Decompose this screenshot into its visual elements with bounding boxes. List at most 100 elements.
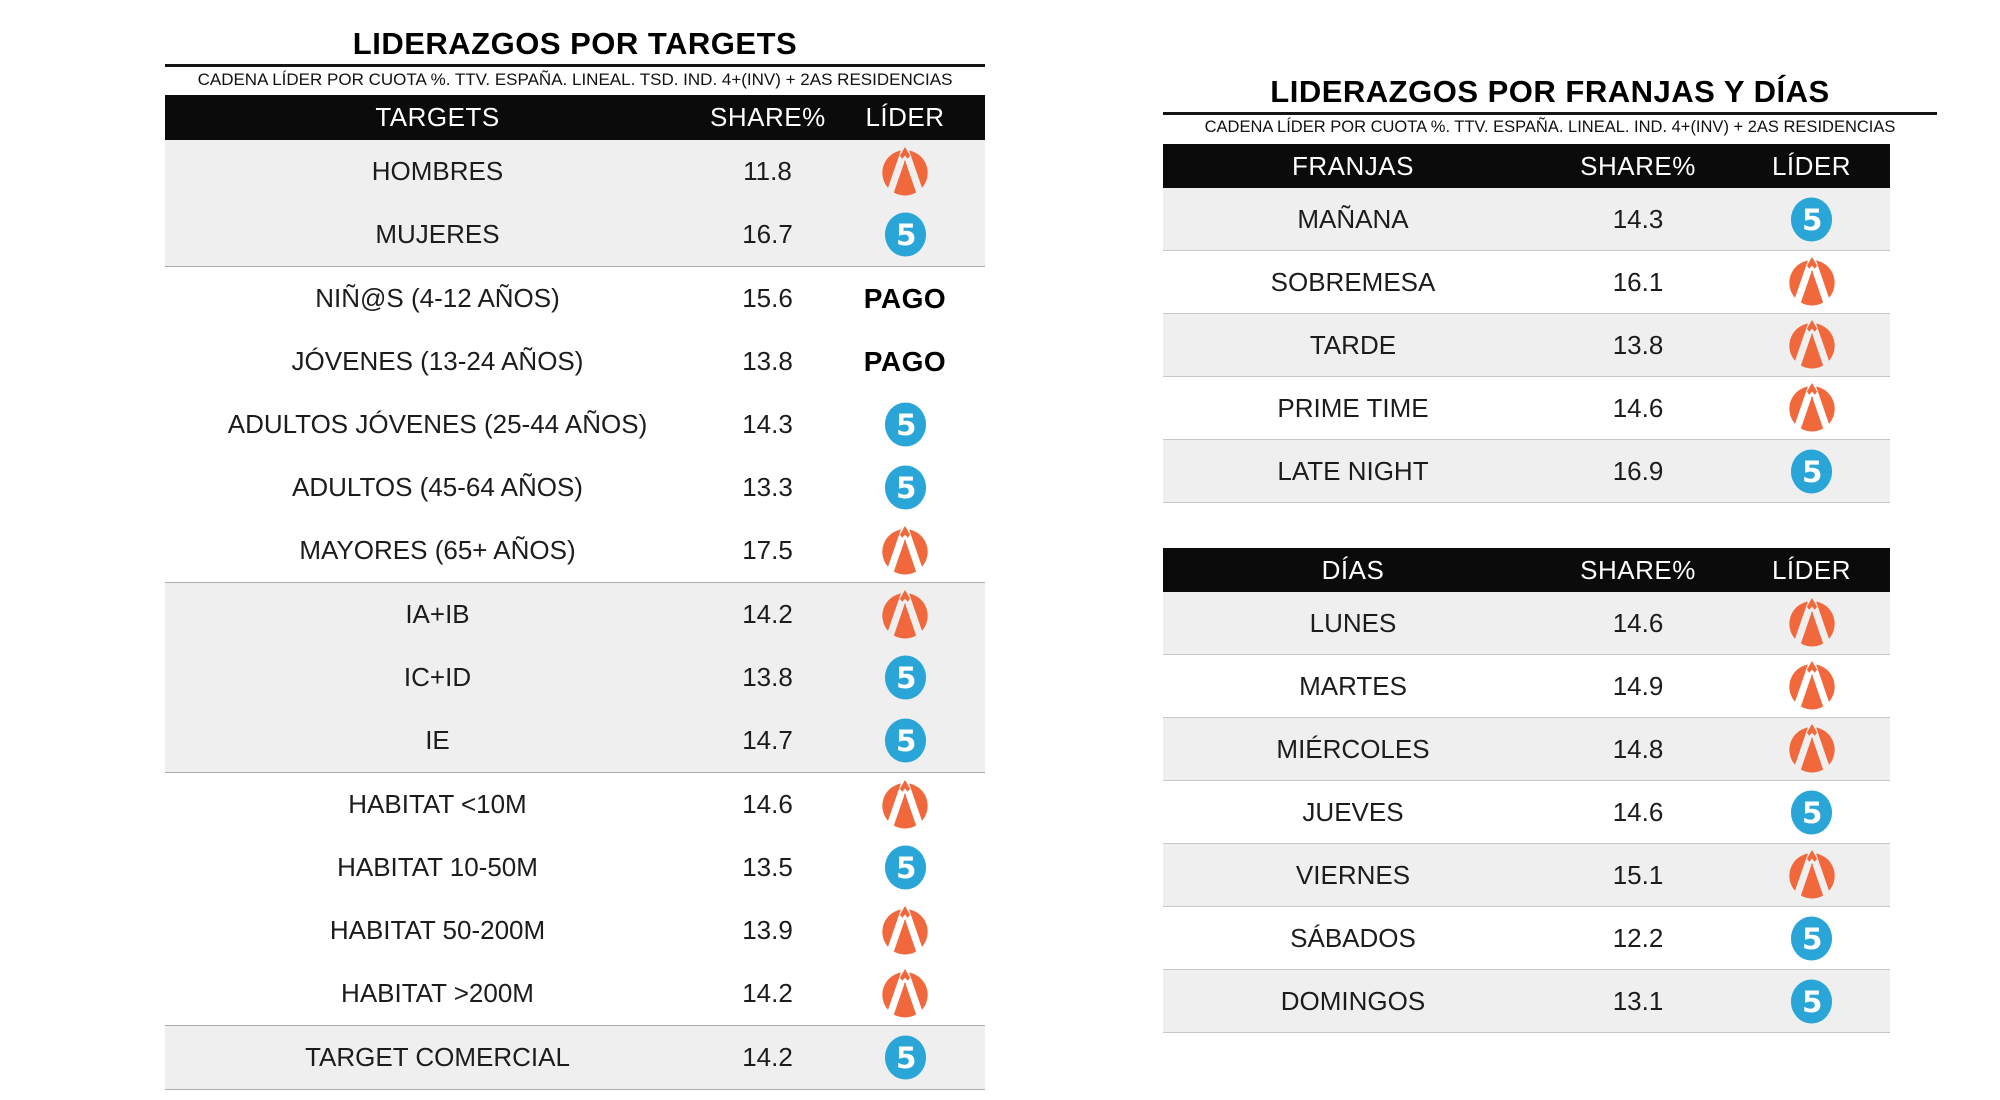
row-label: HABITAT 50-200M	[329, 915, 546, 945]
table-row: JÓVENES (13-24 AÑOS) 13.8 PAGO	[165, 330, 985, 393]
dias-header-row: DÍAS SHARE% LÍDER	[1163, 548, 1890, 592]
antena3-logo-icon	[1788, 320, 1835, 370]
table-row: SÁBADOS 12.2 5	[1163, 907, 1890, 970]
row-leader: 5	[825, 401, 985, 448]
table-row: MAÑANA 14.3 5	[1163, 188, 1890, 251]
row-share: 14.2	[742, 978, 793, 1008]
col-header-franjas: FRANJAS	[1292, 150, 1414, 181]
col-header-leader: LÍDER	[1771, 150, 1852, 181]
svg-text:5: 5	[1802, 795, 1822, 829]
row-share: 11.8	[743, 156, 792, 186]
pago-badge: PAGO	[863, 282, 947, 314]
title-underline	[165, 64, 985, 67]
row-leader: 5	[825, 717, 985, 764]
row-leader	[1733, 598, 1890, 648]
row-label: MAÑANA	[1297, 203, 1409, 234]
table-row: IC+ID 13.8 5	[165, 646, 985, 709]
targets-panel: LIDERAZGOS POR TARGETS CADENA LÍDER POR …	[165, 26, 985, 1090]
row-share: 14.6	[1612, 392, 1664, 423]
row-label: MIÉRCOLES	[1276, 733, 1430, 764]
row-share: 16.1	[1612, 266, 1664, 297]
row-leader	[1733, 257, 1890, 307]
targets-table: TARGETS SHARE% LÍDER HOMBRES 11.8 MUJERES…	[165, 95, 985, 1090]
row-label: DOMINGOS	[1280, 985, 1426, 1016]
row-share: 13.3	[742, 472, 793, 502]
col-header-leader: LÍDER	[865, 102, 945, 132]
row-label: TARDE	[1309, 329, 1397, 360]
row-label: JUEVES	[1302, 796, 1404, 827]
row-leader	[1733, 661, 1890, 711]
row-share: 14.7	[742, 725, 793, 755]
telecinco-logo-icon: 5	[884, 655, 926, 700]
telecinco-logo-icon: 5	[1790, 196, 1833, 242]
row-label: HABITAT <10M	[348, 789, 527, 819]
col-header-dias: DÍAS	[1321, 554, 1385, 585]
row-share: 15.1	[1612, 859, 1664, 890]
telecinco-logo-icon: 5	[884, 845, 926, 890]
antena3-logo-icon	[882, 968, 928, 1019]
row-leader: 5	[1733, 978, 1890, 1025]
antena3-logo-icon	[1788, 850, 1835, 900]
row-label: TARGET COMERCIAL	[305, 1042, 570, 1072]
row-label: VIERNES	[1295, 859, 1411, 890]
row-share: 13.5	[742, 852, 793, 882]
row-label: IE	[425, 725, 450, 755]
antena3-logo-icon	[1788, 661, 1835, 711]
row-share: 13.8	[742, 662, 793, 692]
svg-text:5: 5	[1802, 984, 1822, 1018]
table-row: HABITAT >200M 14.2	[165, 962, 985, 1026]
antena3-logo-icon	[882, 525, 928, 576]
targets-subtitle: CADENA LÍDER POR CUOTA %. TTV. ESPAÑA. L…	[197, 70, 953, 89]
row-label: LATE NIGHT	[1277, 455, 1429, 486]
svg-text:5: 5	[1802, 921, 1822, 955]
table-row: IE 14.7 5	[165, 709, 985, 773]
row-leader: 5	[825, 211, 985, 258]
table-row: MIÉRCOLES 14.8	[1163, 718, 1890, 781]
row-leader: 5	[1733, 448, 1890, 495]
telecinco-logo-icon: 5	[1790, 915, 1833, 961]
table-row: TARGET COMERCIAL 14.2 5	[165, 1026, 985, 1090]
svg-text:5: 5	[1802, 202, 1822, 236]
svg-text:5: 5	[896, 661, 916, 695]
telecinco-logo-icon: 5	[884, 212, 926, 257]
row-leader	[825, 779, 985, 830]
row-leader	[825, 146, 985, 197]
col-header-share: SHARE%	[710, 102, 826, 132]
row-leader	[1733, 724, 1890, 774]
row-leader	[1733, 383, 1890, 433]
table-row: HABITAT <10M 14.6	[165, 773, 985, 836]
row-share: 14.2	[742, 1042, 793, 1072]
col-header-leader: LÍDER	[1771, 554, 1852, 585]
row-share: 17.5	[742, 535, 793, 565]
row-label: MAYORES (65+ AÑOS)	[299, 535, 576, 565]
svg-text:5: 5	[896, 1041, 916, 1075]
row-leader: PAGO	[825, 346, 985, 378]
row-leader	[825, 968, 985, 1019]
table-row: ADULTOS (45-64 AÑOS) 13.3 5	[165, 456, 985, 519]
antena3-logo-icon	[882, 779, 928, 830]
row-leader: 5	[1733, 196, 1890, 243]
row-leader: 5	[1733, 915, 1890, 962]
page-title-targets: LIDERAZGOS POR TARGETS	[352, 26, 798, 61]
table-row: JUEVES 14.6 5	[1163, 781, 1890, 844]
row-leader	[825, 905, 985, 956]
col-header-targets: TARGETS	[375, 102, 500, 132]
antena3-logo-icon	[1788, 383, 1835, 433]
targets-header-row: TARGETS SHARE% LÍDER	[165, 95, 985, 140]
row-share: 14.3	[742, 409, 793, 439]
row-leader: 5	[825, 1034, 985, 1081]
col-header-share: SHARE%	[1580, 150, 1696, 181]
row-leader	[1733, 850, 1890, 900]
telecinco-logo-icon: 5	[1790, 978, 1833, 1024]
table-row: HOMBRES 11.8	[165, 140, 985, 203]
row-share: 16.7	[742, 219, 793, 249]
row-label: ADULTOS JÓVENES (25-44 AÑOS)	[227, 409, 648, 439]
row-label: HOMBRES	[371, 156, 504, 186]
table-row: PRIME TIME 14.6	[1163, 377, 1890, 440]
row-label: MUJERES	[375, 219, 500, 249]
row-share: 16.9	[1612, 455, 1664, 486]
franjas-table: FRANJAS SHARE% LÍDER MAÑANA 14.3 5 SOBREM…	[1163, 144, 1890, 503]
table-row: IA+IB 14.2	[165, 583, 985, 646]
row-label: JÓVENES (13-24 AÑOS)	[291, 346, 584, 376]
